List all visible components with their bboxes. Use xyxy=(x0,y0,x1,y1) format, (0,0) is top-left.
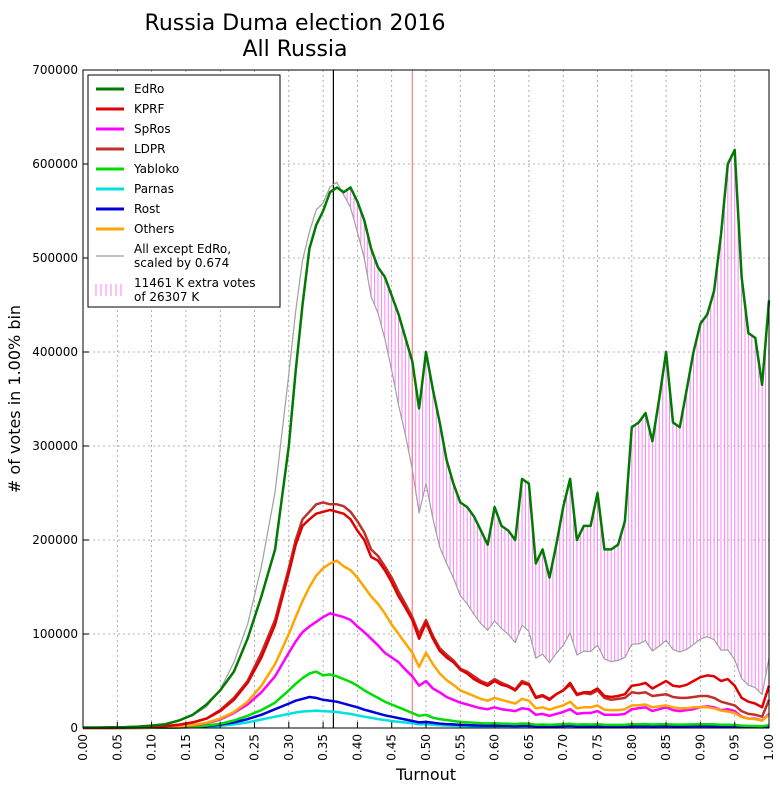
series-line-others xyxy=(83,559,770,730)
y-axis-label: # of votes in 1.00% bin xyxy=(5,305,24,493)
x-tick-label: 0.40 xyxy=(350,734,364,761)
axis-ticks: 0.00 0.05 0.10 0.15 0.20 0.25 0.30 0.35 0.40 0.45… xyxy=(32,63,776,761)
y-tick-label: 700000 xyxy=(32,63,78,77)
legend-label: EdRo xyxy=(134,82,164,96)
x-tick-label: 0.75 xyxy=(591,734,605,761)
series-line-all xyxy=(83,181,770,729)
x-tick-label: 0.90 xyxy=(693,734,707,761)
chart-subtitle: All Russia xyxy=(242,37,347,62)
legend-label: Yabloko xyxy=(133,162,179,176)
x-tick-label: 0.55 xyxy=(453,734,467,761)
legend-label: All except EdRo, xyxy=(134,242,231,256)
x-tick-label: 0.80 xyxy=(625,734,639,761)
legend-label: scaled by 0.674 xyxy=(134,256,229,270)
legend-label: Rost xyxy=(134,202,160,216)
x-tick-label: 1.00 xyxy=(762,734,776,761)
y-tick-label: 300000 xyxy=(32,439,78,453)
chart-title: Russia Duma election 2016 xyxy=(145,11,446,36)
x-tick-label: 0.45 xyxy=(385,734,399,761)
y-tick-label: 0 xyxy=(70,721,78,735)
y-tick-label: 400000 xyxy=(32,345,78,359)
x-tick-label: 0.95 xyxy=(728,734,742,761)
x-tick-label: 0.70 xyxy=(556,734,570,761)
x-tick-label: 0.35 xyxy=(316,734,330,761)
x-tick-label: 0.10 xyxy=(145,734,159,761)
reference-lines xyxy=(332,70,413,728)
legend-label: LDPR xyxy=(134,142,166,156)
y-tick-label: 200000 xyxy=(32,533,78,547)
x-axis-label: Turnout xyxy=(395,765,456,784)
legend-box xyxy=(87,74,281,308)
legend-label: SpRos xyxy=(134,122,171,136)
x-tick-label: 0.65 xyxy=(522,734,536,761)
x-tick-label: 0.30 xyxy=(282,734,296,761)
x-tick-label: 0.00 xyxy=(76,734,90,761)
x-tick-label: 0.15 xyxy=(179,734,193,761)
legend-label: KPRF xyxy=(134,102,164,116)
x-tick-label: 0.85 xyxy=(659,734,673,761)
series-line-rost xyxy=(83,695,770,730)
legend-label: 11461 K extra votes xyxy=(134,276,256,290)
series-line-edro xyxy=(83,148,771,729)
legend-label: Others xyxy=(134,222,174,236)
legend-label: of 26307 K xyxy=(134,290,200,304)
x-tick-label: 0.60 xyxy=(488,734,502,761)
grid xyxy=(83,70,769,728)
series-line-spros xyxy=(83,612,770,730)
y-tick-label: 500000 xyxy=(32,251,78,265)
x-tick-label: 0.05 xyxy=(110,734,124,761)
x-tick-label: 0.25 xyxy=(248,734,262,761)
y-tick-label: 600000 xyxy=(32,157,78,171)
legend: EdRo KPRF SpRos LDPR Yabloko Parnas Rost Others… xyxy=(87,74,281,308)
x-tick-label: 0.50 xyxy=(419,734,433,761)
series-line-yabloko xyxy=(83,670,770,730)
series-lines xyxy=(83,148,771,730)
x-tick-label: 0.20 xyxy=(213,734,227,761)
series-line-kprf xyxy=(83,508,771,730)
legend-label: Parnas xyxy=(134,182,174,196)
y-tick-label: 100000 xyxy=(32,627,78,641)
